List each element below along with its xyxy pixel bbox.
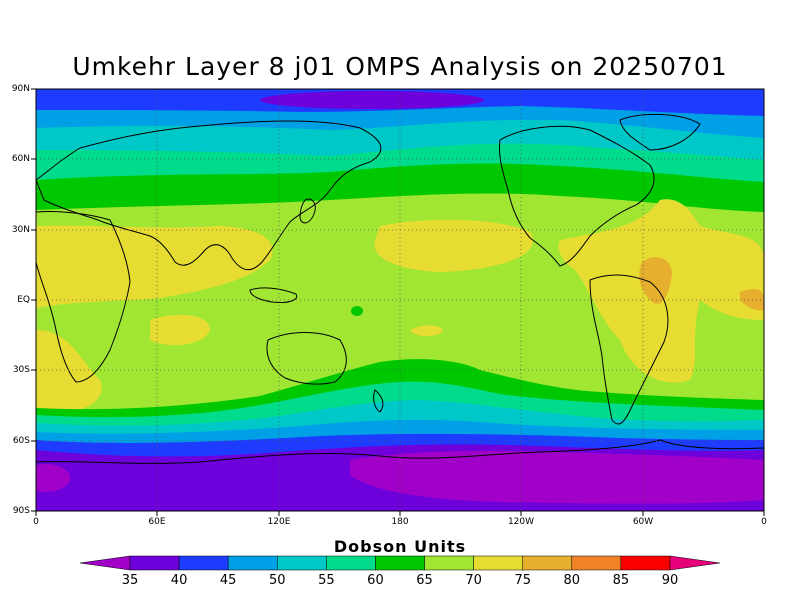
colorbar-arrow-low xyxy=(79,555,131,571)
colorbar-tick-label: 70 xyxy=(465,573,482,588)
colorbar-segment xyxy=(326,555,376,571)
band-75-80-brazil xyxy=(639,257,672,304)
colorbar-tick-label: 90 xyxy=(661,573,679,588)
colorbar-tick-label: 40 xyxy=(170,573,188,588)
colorbar-segment xyxy=(620,555,671,571)
colorbar-segment xyxy=(473,555,523,571)
band-60-65-blob xyxy=(351,306,363,316)
band-north-40 xyxy=(260,91,484,109)
colorbar-tick-label: 75 xyxy=(514,573,531,588)
coast-new-zealand xyxy=(373,389,384,413)
band-south-35-west xyxy=(36,464,70,492)
lat-label-60n: 60N xyxy=(11,154,30,164)
lat-label-90s: 90S xyxy=(12,506,30,516)
colorbar xyxy=(79,555,721,571)
coast-greenland xyxy=(619,113,701,151)
lon-label-180: 180 xyxy=(391,517,409,527)
colorbar-segment xyxy=(522,555,573,571)
colorbar-tick-label: 45 xyxy=(219,573,237,588)
colorbar-segment xyxy=(375,555,425,571)
lon-label-0-east: 0 xyxy=(761,517,767,527)
colorbar-tick-label: 60 xyxy=(367,573,384,588)
band-70-75-indian xyxy=(150,314,210,346)
lat-label-eq: EQ xyxy=(17,295,30,305)
coast-indonesia xyxy=(249,287,298,303)
coastlines xyxy=(36,113,764,464)
colorbar-tick-label: 50 xyxy=(268,573,286,588)
coast-australia xyxy=(266,332,347,385)
coast-japan xyxy=(299,198,316,224)
colorbar-segment xyxy=(227,555,278,571)
colorbar-tick-label: 80 xyxy=(563,573,581,588)
colorbar-tick-label: 35 xyxy=(121,573,139,588)
lat-label-30n: 30N xyxy=(11,225,30,235)
lon-label-60e: 60E xyxy=(148,517,166,527)
band-70-75-small xyxy=(410,325,443,337)
colorbar-segment xyxy=(178,555,229,571)
lon-label-120e: 120E xyxy=(267,517,291,527)
lat-label-60s: 60S xyxy=(12,436,30,446)
colorbar-title: Dobson Units xyxy=(333,537,467,556)
colorbar-segment xyxy=(571,555,622,571)
band-south-35 xyxy=(350,450,764,504)
coast-africa xyxy=(36,211,131,383)
coast-eurasia xyxy=(36,120,382,271)
lon-label-60w: 60W xyxy=(632,517,654,527)
coast-antarctica xyxy=(36,439,764,464)
lat-label-30s: 30S xyxy=(12,365,30,375)
coast-north-america xyxy=(499,125,655,267)
graticule xyxy=(36,89,764,511)
colorbar-segment xyxy=(129,555,180,571)
lat-label-90n: 90N xyxy=(11,84,30,94)
lon-label-0: 0 xyxy=(33,517,39,527)
coast-south-america xyxy=(589,274,669,425)
band-70-75-pacific xyxy=(374,219,533,272)
colorbar-tick-label: 65 xyxy=(416,573,433,588)
colorbar-segment xyxy=(424,555,474,571)
colorbar-arrow-high xyxy=(669,555,721,571)
colorbar-tick-label: 85 xyxy=(612,573,630,588)
axis-ticks xyxy=(31,88,765,516)
map-title: Umkehr Layer 8 j01 OMPS Analysis on 2025… xyxy=(72,52,728,81)
colorbar-tick-label: 55 xyxy=(318,573,335,588)
band-70-75-west xyxy=(36,225,273,308)
colorbar-segment xyxy=(277,555,327,571)
contour-field xyxy=(36,89,764,511)
lon-label-120w: 120W xyxy=(507,517,535,527)
